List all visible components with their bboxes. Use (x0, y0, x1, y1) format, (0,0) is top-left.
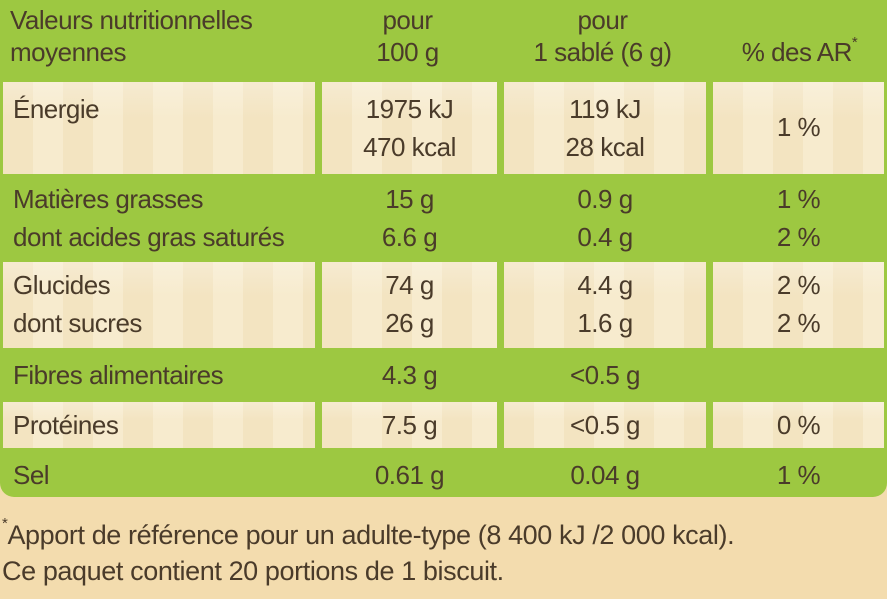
header-nutrient-label: Valeurs nutritionnelles moyennes (0, 4, 320, 74)
footnote: *Apport de référence pour un adulte-type… (2, 515, 735, 589)
row-protein-per100: 7.5 g (322, 402, 497, 448)
header-per-100g: pour 100 g (320, 4, 495, 74)
row-energy-portion-kcal: 28 kcal (565, 132, 645, 162)
row-sugars-label-text: dont sucres (13, 308, 142, 338)
row-carbs-label-text: Glucides (13, 270, 111, 300)
row-fibre-portion-value: <0.5 g (569, 360, 641, 390)
row-fibre-per100: 4.3 g (322, 356, 497, 396)
header-ar-percent: % des AR* (712, 34, 887, 72)
row-fibre-label: Fibres alimentaires (3, 356, 315, 396)
footnote-line1: *Apport de référence pour un adulte-type… (2, 515, 735, 553)
row-protein-per100-value: 7.5 g (381, 410, 438, 440)
row-fat-portion-value: 0.9 g (577, 184, 633, 214)
row-energy-per100: 1975 kJ 470 kcal (322, 82, 497, 174)
row-saturated-label-text: dont acides gras saturés (13, 222, 285, 252)
row-fat-label-text: Matières grasses (13, 184, 203, 214)
row-carbs-per100: 74 g 26 g (322, 262, 497, 348)
row-saturated-ar-value: 2 % (776, 222, 821, 252)
row-fibre-ar (713, 356, 884, 396)
header-col3-line2: 1 sablé (6 g) (533, 37, 672, 67)
header-col2-line1: pour (382, 5, 433, 35)
header-col4-text: % des AR (741, 37, 853, 67)
row-fat-label: Matières grasses dont acides gras saturé… (3, 180, 315, 258)
footnote-line2: Ce paquet contient 20 portions de 1 bisc… (2, 556, 504, 586)
row-sugars-ar-value: 2 % (776, 308, 821, 338)
row-fat-portion: 0.9 g 0.4 g (504, 180, 706, 258)
row-salt-per100: 0.61 g (322, 456, 497, 496)
row-sugars-per100-value: 26 g (385, 308, 434, 338)
header-per-portion: pour 1 sablé (6 g) (500, 4, 705, 74)
row-salt-portion-value: 0.04 g (570, 460, 640, 490)
row-carbs-per100-value: 74 g (385, 270, 434, 300)
header-col1-line1: Valeurs nutritionnelles (10, 5, 253, 35)
row-carbs-ar: 2 % 2 % (713, 262, 884, 348)
row-salt-ar-value: 1 % (776, 460, 821, 490)
row-saturated-portion-value: 0.4 g (577, 222, 633, 252)
row-energy-per100-kj: 1975 kJ (365, 94, 454, 124)
row-fibre-per100-value: 4.3 g (381, 360, 438, 390)
row-energy-portion: 119 kJ 28 kcal (504, 82, 706, 174)
row-salt-portion: 0.04 g (504, 456, 706, 496)
row-protein-ar-value: 0 % (776, 410, 821, 440)
row-energy-per100-kcal: 470 kcal (363, 132, 456, 162)
row-protein-ar: 0 % (713, 402, 884, 448)
row-carbs-label: Glucides dont sucres (3, 262, 315, 348)
row-fibre-label-text: Fibres alimentaires (13, 360, 224, 390)
row-protein-portion: <0.5 g (504, 402, 706, 448)
row-protein-label: Protéines (3, 402, 315, 448)
header-col4-mark: * (851, 34, 858, 51)
row-fat-per100: 15 g 6.6 g (322, 180, 497, 258)
row-salt-ar: 1 % (713, 456, 884, 496)
row-sugars-portion-value: 1.6 g (577, 308, 633, 338)
row-carbs-ar-value: 2 % (776, 270, 821, 300)
row-fat-ar: 1 % 2 % (713, 180, 884, 258)
row-energy-label: Énergie (3, 82, 315, 174)
row-energy-portion-kj: 119 kJ (569, 94, 641, 124)
nutrition-table: Valeurs nutritionnelles moyennes pour 10… (0, 0, 887, 497)
header-col2-line2: 100 g (376, 37, 439, 67)
row-fat-per100-value: 15 g (385, 184, 434, 214)
row-protein-portion-value: <0.5 g (569, 410, 641, 440)
header-col1-line2: moyennes (10, 37, 126, 67)
row-salt-per100-value: 0.61 g (374, 460, 445, 490)
row-energy-ar-value: 1 % (776, 112, 821, 142)
row-salt-label-text: Sel (13, 460, 50, 490)
row-carbs-portion-value: 4.4 g (577, 270, 633, 300)
footnote-mark: * (2, 515, 8, 532)
footnote-line1-text: Apport de référence pour un adulte-type … (7, 520, 735, 550)
row-energy-ar: 1 % (713, 82, 884, 174)
row-protein-label-text: Protéines (13, 410, 119, 440)
row-fibre-portion: <0.5 g (504, 356, 706, 396)
header-col3-line1: pour (577, 5, 628, 35)
row-energy-label-text: Énergie (13, 94, 100, 124)
row-saturated-per100-value: 6.6 g (381, 222, 438, 252)
row-fat-ar-value: 1 % (776, 184, 821, 214)
row-carbs-portion: 4.4 g 1.6 g (504, 262, 706, 348)
row-salt-label: Sel (3, 456, 315, 496)
